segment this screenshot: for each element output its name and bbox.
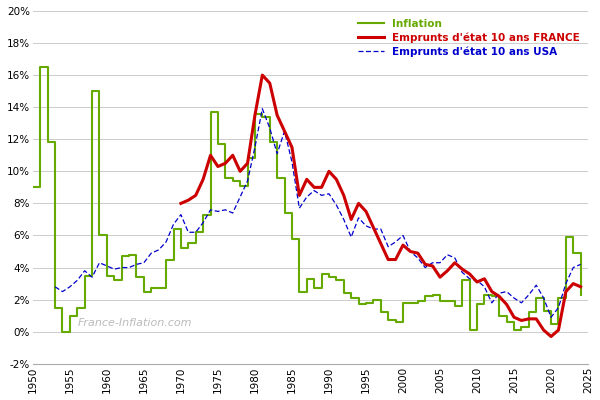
Legend: Inflation, Emprunts d'état 10 ans FRANCE, Emprunts d'état 10 ans USA: Inflation, Emprunts d'état 10 ans FRANCE… bbox=[355, 16, 583, 60]
Text: France-Inflation.com: France-Inflation.com bbox=[77, 318, 192, 328]
